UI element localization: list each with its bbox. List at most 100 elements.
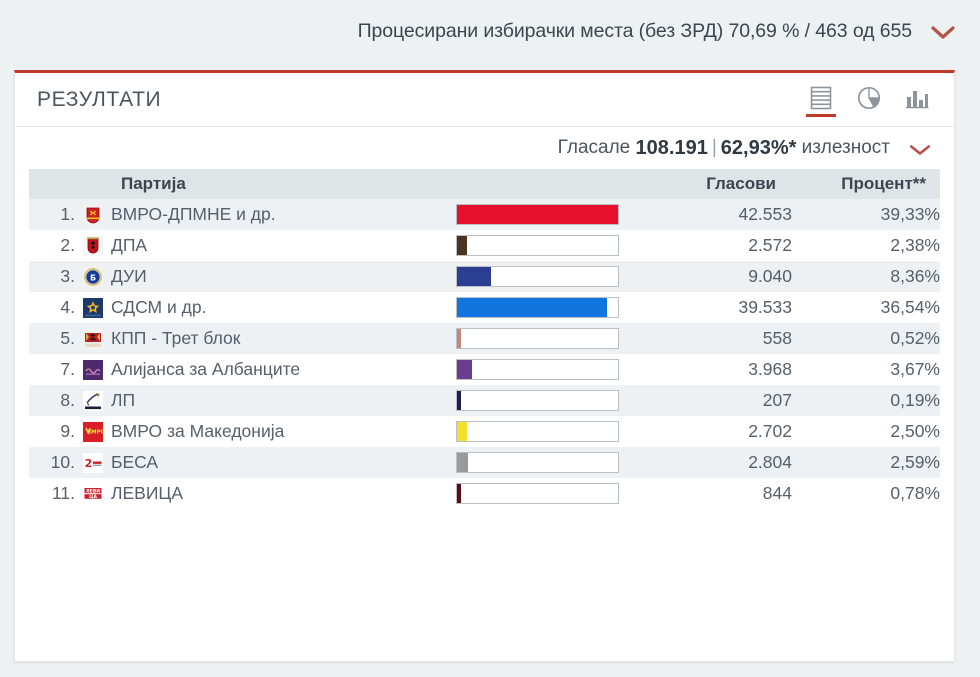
column-header-rank [29, 169, 75, 199]
chevron-down-icon[interactable] [908, 143, 932, 157]
row-bar-cell [456, 447, 626, 478]
vote-share-bar-fill [457, 453, 468, 472]
row-party-name[interactable]: ЛЕВИЦА [111, 478, 456, 509]
table-view-active-underline [806, 113, 836, 117]
vote-share-bar-track [456, 297, 619, 318]
row-party-name[interactable]: ЛП [111, 385, 456, 416]
vote-share-bar-fill [457, 298, 607, 317]
pie-chart-glyph [857, 85, 881, 111]
column-header-bar [456, 169, 626, 199]
view-toggle-group [806, 83, 932, 117]
row-votes: 39.533 [626, 292, 792, 323]
chevron-down-icon[interactable] [930, 25, 956, 41]
table-row[interactable]: 9. ВМРО ВМРО за Македонија 2.702 2,50% [29, 416, 940, 447]
row-votes: 2.804 [626, 447, 792, 478]
row-party-name[interactable]: ДУИ [111, 261, 456, 292]
pie-view-underline [854, 114, 884, 117]
row-rank: 7. [29, 354, 75, 385]
processed-polling-stations-bar[interactable]: Процесирани избирачки места (без ЗРД) 70… [0, 0, 980, 62]
table-row[interactable]: 1. ВМРО-ДПМНЕ и др. 42.553 39,33% [29, 199, 940, 230]
table-row[interactable]: 4. СДСМ и др. 39.533 36,54% [29, 292, 940, 323]
turnout-voted-label: Гласале [557, 137, 631, 158]
vote-share-bar-track [456, 390, 619, 411]
table-view-icon[interactable] [806, 83, 836, 117]
turnout-voted-count: 108.191 [635, 136, 708, 159]
results-table: Партија Гласови Процент** 1. ВМРО-ДПМНЕ и… [29, 169, 940, 509]
aa-logo [75, 354, 111, 385]
row-votes: 2.702 [626, 416, 792, 447]
row-party-name[interactable]: ВМРО-ДПМНЕ и др. [111, 199, 456, 230]
row-percent: 0,19% [792, 385, 940, 416]
row-party-name[interactable]: ВМРО за Македонија [111, 416, 456, 447]
vote-share-bar-fill [457, 422, 467, 441]
pie-chart-view-icon[interactable] [854, 83, 884, 117]
results-panel-header: РЕЗУЛТАТИ [15, 73, 954, 127]
row-percent: 0,78% [792, 478, 940, 509]
row-party-name[interactable]: КПП - Трет блок [111, 323, 456, 354]
row-rank: 9. [29, 416, 75, 447]
svg-text:ЛЕВИ: ЛЕВИ [86, 489, 100, 495]
levica-logo: ЛЕВИ ЦА [75, 478, 111, 509]
bar-view-underline [902, 114, 932, 117]
processed-polling-stations-text: Процесирани избирачки места (без ЗРД) 70… [357, 19, 912, 42]
turnout-percent: 62,93%* [720, 136, 797, 159]
row-bar-cell [456, 478, 626, 509]
vote-share-bar-fill [457, 267, 491, 286]
table-row[interactable]: 7. Алијанса за Албанците 3.968 3,67% [29, 354, 940, 385]
turnout-separator: | [711, 137, 717, 158]
vote-share-bar-track [456, 266, 619, 287]
table-row[interactable]: 5. КПП - Трет блок 558 0,52% [29, 323, 940, 354]
row-party-name[interactable]: СДСМ и др. [111, 292, 456, 323]
row-percent: 2,59% [792, 447, 940, 478]
svg-text:Б: Б [90, 274, 96, 283]
row-percent: 2,50% [792, 416, 940, 447]
bar-chart-view-icon[interactable] [902, 83, 932, 117]
row-votes: 207 [626, 385, 792, 416]
vote-share-bar-fill [457, 360, 472, 379]
svg-text:ЦА: ЦА [89, 494, 97, 500]
column-header-logo [75, 169, 111, 199]
row-bar-cell [456, 323, 626, 354]
vmro-dpmne-logo [75, 199, 111, 230]
row-percent: 0,52% [792, 323, 940, 354]
vote-share-bar-track [456, 235, 619, 256]
row-votes: 2.572 [626, 230, 792, 261]
table-row[interactable]: 10. 2 БЕСА 2.804 2,59% [29, 447, 940, 478]
lp-logo [75, 385, 111, 416]
row-rank: 10. [29, 447, 75, 478]
table-row[interactable]: 8. ЛП 207 0,19% [29, 385, 940, 416]
turnout-bar[interactable]: Гласале 108.191 | 62,93%* излезност [15, 127, 954, 169]
besa-logo: 2 [75, 447, 111, 478]
vote-share-bar-track [456, 483, 619, 504]
row-party-name[interactable]: Алијанса за Албанците [111, 354, 456, 385]
vote-share-bar-track [456, 328, 619, 349]
vote-share-bar-fill [457, 391, 461, 410]
row-votes: 42.553 [626, 199, 792, 230]
vote-share-bar-track [456, 421, 619, 442]
vote-share-bar-track [456, 204, 619, 225]
dpa-logo [75, 230, 111, 261]
kpp-logo [75, 323, 111, 354]
table-row[interactable]: 3. Б ДУИ 9.040 8,36% [29, 261, 940, 292]
row-bar-cell [456, 354, 626, 385]
row-bar-cell [456, 416, 626, 447]
row-votes: 844 [626, 478, 792, 509]
row-bar-cell [456, 199, 626, 230]
row-rank: 2. [29, 230, 75, 261]
turnout-label: излезност [801, 137, 890, 158]
svg-text:ВМРО: ВМРО [87, 430, 103, 436]
row-percent: 2,38% [792, 230, 940, 261]
row-rank: 11. [29, 478, 75, 509]
vote-share-bar-fill [457, 236, 467, 255]
sdsm-logo [75, 292, 111, 323]
vmro-za-makedonija-logo: ВМРО [75, 416, 111, 447]
row-party-name[interactable]: БЕСА [111, 447, 456, 478]
table-header-row: Партија Гласови Процент** [29, 169, 940, 199]
column-header-percent: Процент** [792, 169, 940, 199]
row-party-name[interactable]: ДПА [111, 230, 456, 261]
table-row[interactable]: 2. ДПА 2.572 2,38% [29, 230, 940, 261]
vote-share-bar-fill [457, 205, 618, 224]
bar-chart-glyph [905, 85, 929, 111]
vote-share-bar-track [456, 452, 619, 473]
table-row[interactable]: 11. ЛЕВИ ЦА ЛЕВИЦА 844 0,78% [29, 478, 940, 509]
